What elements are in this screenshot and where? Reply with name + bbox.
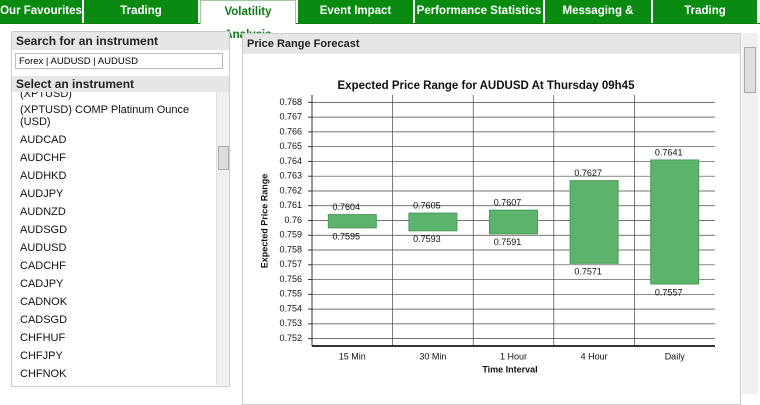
y-axis-label: Expected Price Range [259,174,269,269]
range-bar [408,212,458,232]
search-input[interactable]: Forex | AUDUSD | AUDUSD [15,53,223,69]
range-bar [650,159,700,285]
instrument-item[interactable]: AUDSGD [20,224,68,236]
x-tick-label: 1 Hour [500,351,527,361]
chart: Expected Price Range for AUDUSD At Thurs… [259,80,715,374]
instrument-item[interactable]: AUDUSD [20,242,67,254]
instrument-item[interactable]: AUDJPY [20,188,64,200]
instrument-item[interactable]: CHFNOK [20,368,67,380]
select-header: Select an instrument [12,76,229,92]
y-tick-label: 0.766 [279,126,302,136]
page-scroll-thumb[interactable] [744,47,756,93]
instrument-item[interactable]: AUDHKD [20,170,67,182]
chart-title: Expected Price Range for AUDUSD At Thurs… [338,80,636,92]
y-tick-label: 0.764 [279,156,302,166]
search-header: Search for an instrument [12,32,229,50]
y-tick-label: 0.755 [279,289,302,299]
tab[interactable]: Trading Community [653,0,757,40]
y-tick-label: 0.76 [284,215,302,225]
y-tick-label: 0.754 [279,303,302,313]
instrument-item[interactable]: CADJPY [20,278,64,290]
instrument-list: (XPTUSD) (XPTUSD) COMP Platinum Ounce (US… [12,92,215,385]
range-bar [327,214,377,229]
y-tick-label: 0.763 [279,171,302,181]
tab[interactable]: Performance Statistics [415,0,543,23]
high-label: 0.7605 [413,200,441,210]
page-scrollbar[interactable] [742,33,758,394]
instrument-item[interactable]: CHFJPY [20,350,63,362]
low-label: 0.7557 [655,287,683,297]
y-tick-label: 0.761 [279,200,302,210]
high-label: 0.7641 [655,147,683,157]
sidebar: Search for an instrument Forex | AUDUSD … [11,31,230,387]
instrument-item[interactable]: CADSGD [20,314,68,326]
x-tick-label: 4 Hour [581,351,608,361]
x-tick-label: 30 Min [419,351,446,361]
instrument-item[interactable]: (XPTUSD) COMP Platinum Ounce (USD) [20,104,190,128]
y-tick-label: 0.752 [279,333,302,343]
high-label: 0.7607 [494,198,522,208]
tab[interactable]: Volatility Analysis [200,0,296,41]
y-tick-label: 0.759 [279,230,302,240]
y-tick-label: 0.767 [279,112,302,122]
y-tick-label: 0.758 [279,244,302,254]
instrument-item[interactable]: CADNOK [20,296,68,308]
low-label: 0.7595 [333,231,361,241]
y-tick-label: 0.762 [279,185,302,195]
instrument-item[interactable]: AUDNZD [20,206,66,218]
high-label: 0.7604 [333,202,361,212]
scrollbar[interactable] [216,92,229,385]
forecast-panel: Price Range Forecast [242,33,741,405]
low-label: 0.7591 [494,237,522,247]
y-tick-label: 0.768 [279,97,302,107]
x-tick-label: 15 Min [339,351,366,361]
scroll-thumb[interactable] [218,146,229,170]
instrument-item[interactable]: CADCHF [20,260,66,272]
low-label: 0.7571 [574,267,602,277]
instrument-item[interactable]: AUDCHF [20,152,66,164]
instrument-item[interactable]: CHFHUF [20,332,66,344]
high-label: 0.7627 [574,168,602,178]
y-tick-label: 0.753 [279,318,302,328]
range-bar [489,209,538,235]
x-tick-label: Daily [665,351,686,361]
instrument-item[interactable]: AUDCAD [20,134,67,146]
y-tick-label: 0.765 [279,141,302,151]
panel-title: Price Range Forecast [243,34,740,54]
x-axis-label: Time Interval [482,364,537,374]
y-tick-label: 0.756 [279,274,302,284]
y-tick-label: 0.757 [279,259,302,269]
range-bar [569,180,619,264]
tab[interactable]: Our Favourites [0,0,82,23]
low-label: 0.7593 [413,234,441,244]
instrument-item[interactable]: (XPTUSD) [20,92,72,100]
